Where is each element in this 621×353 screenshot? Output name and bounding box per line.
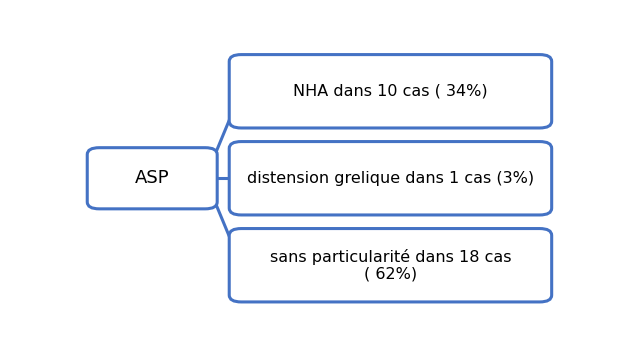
- FancyBboxPatch shape: [229, 142, 551, 215]
- Text: ASP: ASP: [135, 169, 170, 187]
- FancyBboxPatch shape: [229, 228, 551, 302]
- FancyBboxPatch shape: [229, 55, 551, 128]
- FancyBboxPatch shape: [87, 148, 217, 209]
- Text: sans particularité dans 18 cas
( 62%): sans particularité dans 18 cas ( 62%): [270, 249, 511, 282]
- Text: NHA dans 10 cas ( 34%): NHA dans 10 cas ( 34%): [293, 84, 487, 99]
- Text: distension grelique dans 1 cas (3%): distension grelique dans 1 cas (3%): [247, 171, 534, 186]
